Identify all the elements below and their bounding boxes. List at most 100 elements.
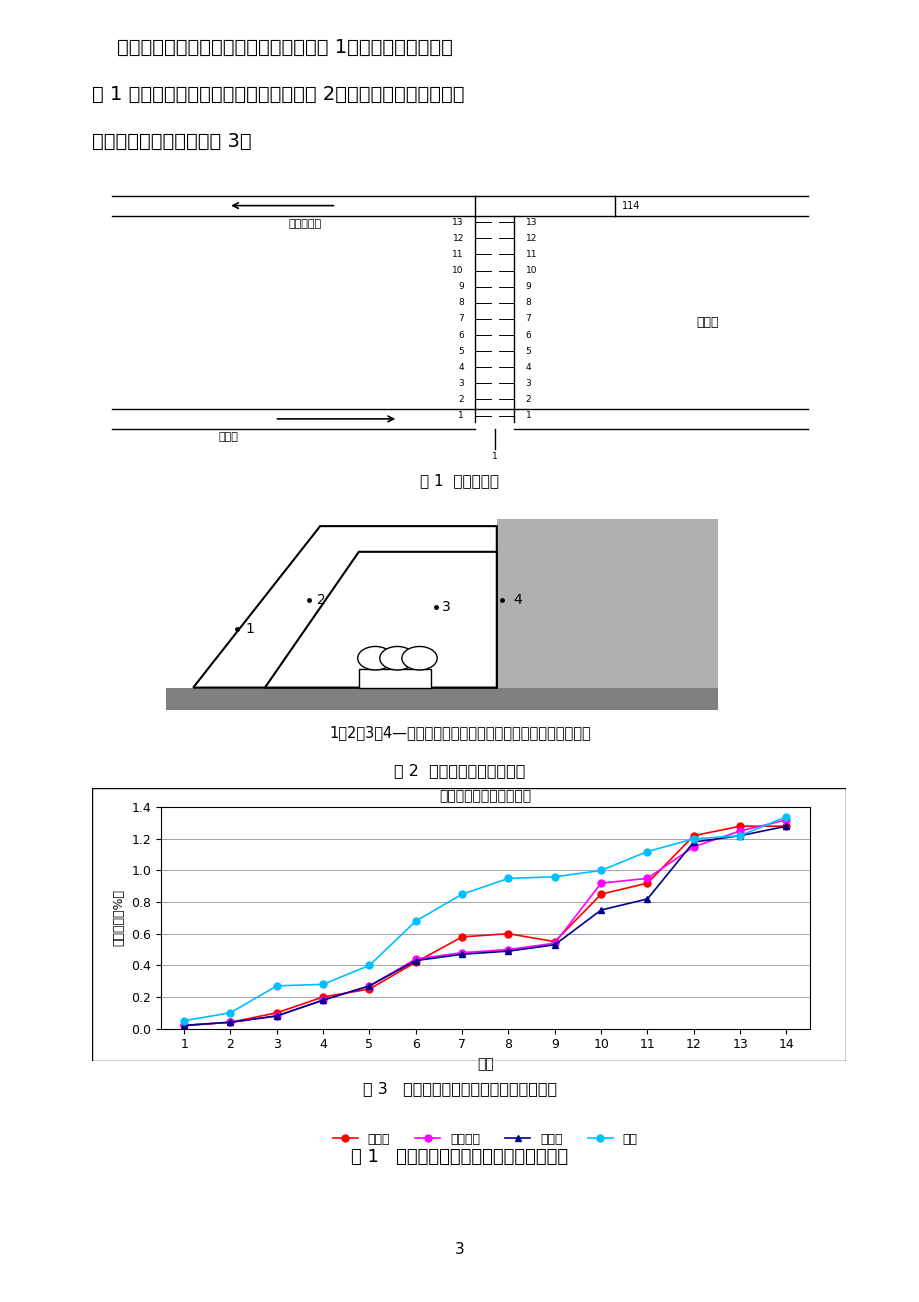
Circle shape xyxy=(402,647,437,671)
人行道 xyxy=(687,835,698,850)
立柱中间 xyxy=(549,935,560,950)
采空区 xyxy=(595,887,606,902)
采空区 xyxy=(178,1018,189,1034)
立柱中间 xyxy=(503,941,514,957)
人行道 xyxy=(178,1018,189,1034)
采空区 xyxy=(271,1005,282,1021)
人行道 xyxy=(780,819,791,835)
Text: 11: 11 xyxy=(452,250,463,259)
煤壁 xyxy=(687,831,698,846)
Text: 3: 3 xyxy=(441,600,450,613)
Line: 立柱中间: 立柱中间 xyxy=(180,816,789,1029)
Bar xyxy=(358,669,430,687)
Line: 采空区: 采空区 xyxy=(180,823,789,1029)
煤壁 xyxy=(503,871,514,887)
采空区 xyxy=(641,875,652,891)
Text: 采空区: 采空区 xyxy=(696,316,718,328)
Text: 5: 5 xyxy=(458,346,463,355)
Text: 方向的瓦斯浓度分布见图 3。: 方向的瓦斯浓度分布见图 3。 xyxy=(92,132,252,151)
Text: 3: 3 xyxy=(525,379,531,388)
Text: 4: 4 xyxy=(458,363,463,372)
采空区 xyxy=(456,930,467,945)
煤壁 xyxy=(364,957,375,973)
立柱中间 xyxy=(687,838,698,854)
Text: 5: 5 xyxy=(525,346,531,355)
人行道 xyxy=(317,992,328,1008)
煤壁 xyxy=(733,828,744,844)
采空区 xyxy=(687,828,698,844)
Text: 1、2、3、4—采空区、立柱中间、人行道、煤壁瓦斯浓度测点: 1、2、3、4—采空区、立柱中间、人行道、煤壁瓦斯浓度测点 xyxy=(329,725,590,740)
采空区 xyxy=(317,990,328,1005)
Text: 工作面瓦斯浓度及风流参数实测数据见表 1。根据单元法原理对: 工作面瓦斯浓度及风流参数实测数据见表 1。根据单元法原理对 xyxy=(92,38,452,56)
煤壁 xyxy=(410,913,421,928)
煤壁 xyxy=(271,978,282,993)
Text: 11: 11 xyxy=(525,250,537,259)
煤壁 xyxy=(780,809,791,824)
Text: 8: 8 xyxy=(525,298,531,307)
Text: 6: 6 xyxy=(458,331,463,340)
人行道 xyxy=(410,953,421,969)
Text: 114: 114 xyxy=(621,201,640,211)
立柱中间 xyxy=(364,978,375,993)
Polygon shape xyxy=(265,552,496,687)
Text: 1: 1 xyxy=(245,622,255,635)
Text: 表 1   工作面瓦斯浓度及风流参数实测数据: 表 1 工作面瓦斯浓度及风流参数实测数据 xyxy=(351,1148,568,1167)
采空区 xyxy=(225,1014,236,1030)
Text: 13: 13 xyxy=(452,217,463,227)
Text: 2: 2 xyxy=(525,395,531,404)
采空区 xyxy=(410,954,421,970)
Text: 4: 4 xyxy=(513,592,522,607)
Line: 煤壁: 煤壁 xyxy=(180,814,789,1025)
煤壁 xyxy=(595,863,606,879)
Line: 人行道: 人行道 xyxy=(180,823,789,1029)
人行道 xyxy=(364,978,375,993)
采空区 xyxy=(364,982,375,997)
煤壁 xyxy=(549,868,560,884)
人行道 xyxy=(595,902,606,918)
立柱中间 xyxy=(271,1008,282,1023)
人行道 xyxy=(271,1008,282,1023)
Text: 13: 13 xyxy=(525,217,537,227)
Legend: 采空区, 立柱中间, 人行道, 煤壁: 采空区, 立柱中间, 人行道, 煤壁 xyxy=(327,1128,642,1151)
Text: 6: 6 xyxy=(525,331,531,340)
Text: 进风巷: 进风巷 xyxy=(218,432,238,443)
采空区 xyxy=(780,819,791,835)
Text: 图 2  回采工作面测点布置图: 图 2 回采工作面测点布置图 xyxy=(394,763,525,779)
人行道 xyxy=(503,943,514,958)
Text: 图 3   工作面各测点倾斜方向瓦斯浓度分布: 图 3 工作面各测点倾斜方向瓦斯浓度分布 xyxy=(362,1081,557,1096)
Text: 12: 12 xyxy=(525,234,537,243)
Text: 2: 2 xyxy=(458,395,463,404)
Text: 1: 1 xyxy=(458,411,463,421)
Polygon shape xyxy=(193,526,496,687)
Text: 9: 9 xyxy=(525,283,531,292)
Text: 9: 9 xyxy=(458,283,463,292)
煤壁 xyxy=(456,887,467,902)
立柱中间 xyxy=(733,823,744,838)
人行道 xyxy=(225,1014,236,1030)
采空区 xyxy=(733,819,744,835)
人行道 xyxy=(733,828,744,844)
立柱中间 xyxy=(780,812,791,828)
Text: 10: 10 xyxy=(452,266,463,275)
Text: 3: 3 xyxy=(455,1242,464,1258)
人行道 xyxy=(549,937,560,953)
Text: 4: 4 xyxy=(525,363,531,372)
立柱中间 xyxy=(178,1018,189,1034)
Circle shape xyxy=(380,647,414,671)
Text: 10: 10 xyxy=(525,266,537,275)
Text: 2: 2 xyxy=(317,592,326,607)
Circle shape xyxy=(357,647,392,671)
立柱中间 xyxy=(317,992,328,1008)
Text: 辅助进风巷: 辅助进风巷 xyxy=(289,219,322,229)
Title: 各测点瓦斯浓度变化曲线: 各测点瓦斯浓度变化曲线 xyxy=(438,789,531,803)
Text: 1: 1 xyxy=(525,411,531,421)
Y-axis label: 瓦斯浓度（%）: 瓦斯浓度（%） xyxy=(113,889,126,947)
Text: 12: 12 xyxy=(452,234,463,243)
煤壁 xyxy=(178,1013,189,1029)
立柱中间 xyxy=(225,1014,236,1030)
煤壁 xyxy=(317,976,328,992)
Text: 表 1 中实测数据进行处理，处理结果见表 2。不同测点沿工作面倾斜: 表 1 中实测数据进行处理，处理结果见表 2。不同测点沿工作面倾斜 xyxy=(92,85,464,104)
采空区 xyxy=(503,926,514,941)
X-axis label: 测点: 测点 xyxy=(476,1057,494,1070)
立柱中间 xyxy=(410,952,421,967)
